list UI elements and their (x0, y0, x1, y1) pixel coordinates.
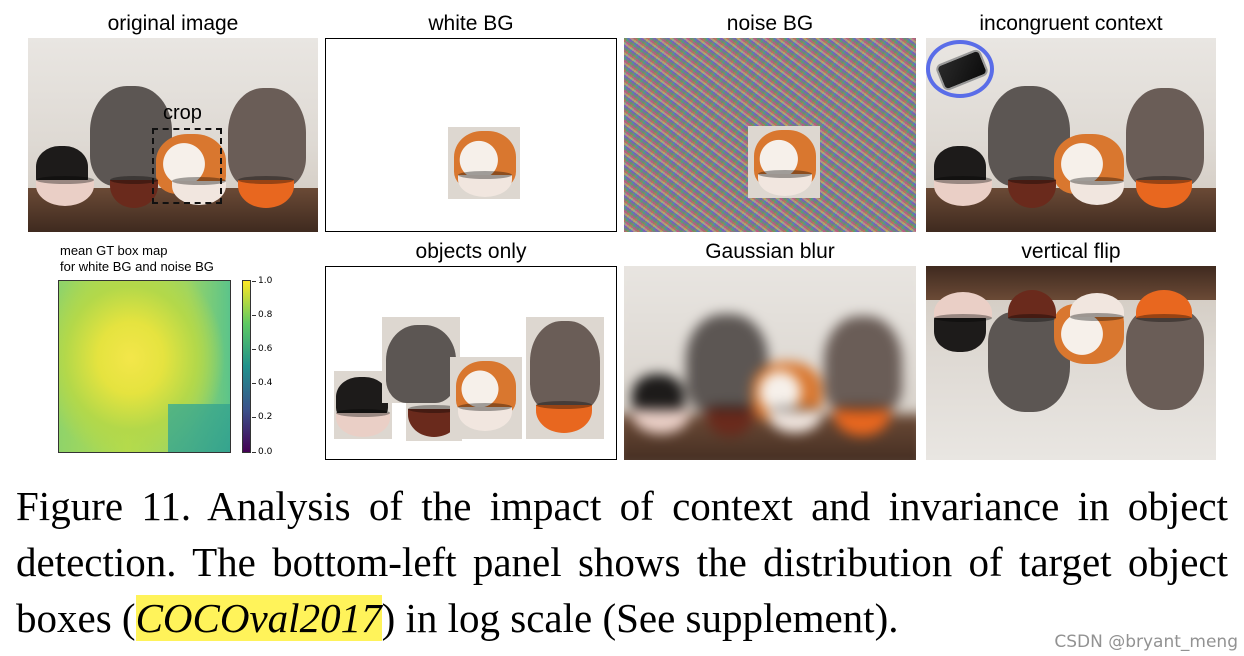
bowl-white-crop-noise (758, 170, 812, 196)
crop-box (152, 128, 222, 204)
white-bg-image (325, 38, 617, 232)
noise-bg-crop (748, 126, 820, 198)
panel-title-white-bg: white BG (428, 12, 514, 35)
colorbar-tick-0-0: 0.0 (258, 447, 273, 457)
noise-bg-image (624, 38, 916, 232)
colorbar-tick-0-2: 0.2 (258, 412, 273, 422)
colorbar (242, 280, 251, 453)
objects-only-image (325, 266, 617, 460)
caption-part1: Figure 11. Analysis of the impact of con… (16, 483, 1228, 641)
heatmap-title-line2: for white BG and noise BG (60, 259, 214, 274)
caption-highlight: COCOval2017 (135, 595, 382, 641)
watermark: CSDN @bryant_meng (1054, 632, 1238, 652)
heatmap-title-line1: mean GT box map (60, 243, 168, 258)
figure-caption: Figure 11. Analysis of the impact of con… (16, 478, 1228, 646)
bowl-white-crop (458, 171, 512, 197)
colorbar-tick-0-6: 0.6 (258, 344, 273, 354)
gt-box-heatmap (58, 280, 231, 453)
panel-title-original: original image (107, 12, 239, 35)
caption-part2: ) in log scale (See supplement). (381, 595, 899, 641)
colorbar-tick-1-0: 1.0 (258, 276, 273, 286)
original-image: crop (28, 38, 318, 232)
gaussian-blur-image (624, 266, 916, 460)
colorbar-tick-0-4: 0.4 (258, 378, 273, 388)
panel-title-incongruent: incongruent context (979, 12, 1163, 35)
cat-grey-right (228, 88, 306, 188)
vertical-flip-image (926, 266, 1216, 460)
panel-title-gaussian-blur: Gaussian blur (705, 240, 835, 263)
white-bg-crop (448, 127, 520, 199)
phone-highlight-ring (926, 40, 994, 98)
crop-label: crop (163, 102, 202, 124)
cat-grey-right-2 (1126, 88, 1204, 188)
incongruent-image (926, 38, 1216, 232)
panel-title-objects-only: objects only (415, 240, 527, 263)
colorbar-tick-0-8: 0.8 (258, 310, 273, 320)
panel-title-noise-bg: noise BG (726, 12, 814, 35)
panel-title-vertical-flip: vertical flip (1021, 240, 1121, 263)
